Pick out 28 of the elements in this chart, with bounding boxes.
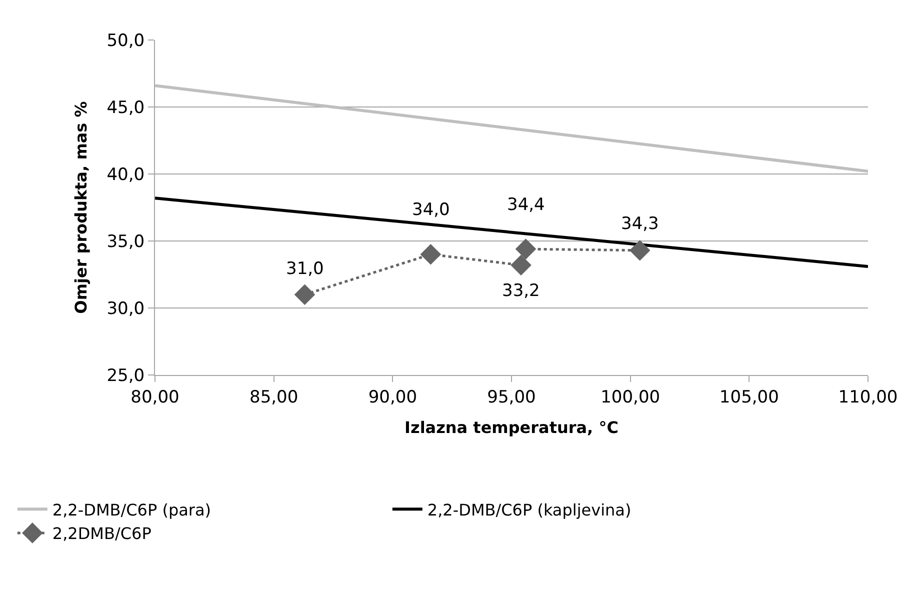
x-tick-label: 100,00 xyxy=(600,387,660,408)
data-label: 34,0 xyxy=(412,200,450,220)
x-tick-label: 105,00 xyxy=(719,387,779,408)
y-tick-label: 40,0 xyxy=(106,164,145,185)
x-tick-label: 90,00 xyxy=(368,387,418,408)
point xyxy=(420,244,442,265)
data-label: 33,2 xyxy=(502,281,540,301)
point xyxy=(515,238,536,260)
y-tick-label: 25,0 xyxy=(106,366,145,386)
legend-label: 2,2DMB/C6P xyxy=(52,524,152,544)
point xyxy=(294,284,316,305)
y-axis-title: Omjer produkta, mas % xyxy=(72,101,91,314)
x-tick-label: 80,00 xyxy=(130,387,180,408)
y-tick-label: 45,0 xyxy=(106,98,145,118)
x-tick-label: 85,00 xyxy=(249,387,298,408)
point xyxy=(629,240,650,261)
y-tick-label: 30,0 xyxy=(106,298,145,319)
x-tick-label: 110,00 xyxy=(838,387,898,408)
y-tick-label: 35,0 xyxy=(106,232,145,252)
point xyxy=(510,254,532,276)
legend-label: 2,2-DMB/C6P (kapljevina) xyxy=(427,500,632,520)
y-tick-label: 50,0 xyxy=(106,30,145,51)
x-axis-title: Izlazna temperatura, °C xyxy=(404,418,618,438)
data-label: 34,3 xyxy=(621,214,659,234)
data-label: 34,4 xyxy=(507,195,545,215)
legend-label: 2,2-DMB/C6P (para) xyxy=(52,500,212,520)
x-tick-label: 95,00 xyxy=(487,387,536,408)
data-label: 31,0 xyxy=(286,259,324,279)
